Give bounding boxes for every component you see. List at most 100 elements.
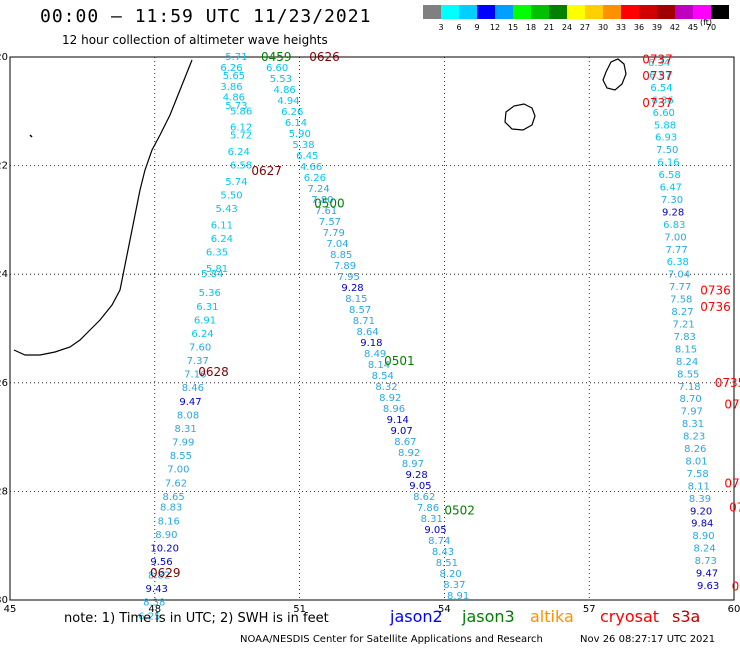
chart-subtitle: 12 hour collection of altimeter wave hei… bbox=[62, 33, 328, 47]
swh-value: 8.92 bbox=[379, 393, 401, 404]
swh-value: 8.55 bbox=[170, 451, 192, 462]
swh-value: 8.71 bbox=[353, 316, 375, 327]
map-frame bbox=[9, 56, 735, 601]
island-path-mauritius bbox=[602, 58, 627, 91]
swh-value: 7.21 bbox=[673, 320, 695, 331]
color-scale-label: 9 bbox=[474, 23, 480, 32]
swh-value: 8.20 bbox=[439, 569, 461, 580]
swh-value: 6.60 bbox=[266, 63, 288, 74]
swh-value: 7.16 bbox=[184, 370, 206, 381]
swh-value: 8.92 bbox=[398, 448, 420, 459]
pass-time-label: 0501 bbox=[384, 354, 415, 368]
color-swatch bbox=[675, 5, 693, 19]
legend-s3a: s3a bbox=[672, 607, 701, 626]
swh-value: 5.88 bbox=[654, 120, 676, 131]
swh-value: 9.47 bbox=[696, 569, 718, 580]
swh-value: 7.79 bbox=[323, 228, 345, 239]
color-swatch bbox=[531, 5, 549, 19]
swh-value: 8.49 bbox=[364, 349, 386, 360]
swh-value: 6.45 bbox=[296, 151, 318, 162]
color-scale-label: 6 bbox=[456, 23, 462, 32]
swh-value: 9.14 bbox=[387, 415, 409, 426]
swh-value: 6.11 bbox=[211, 220, 233, 231]
swh-value: 6.12 bbox=[230, 123, 252, 134]
credit-line: NOAA/NESDIS Center for Satellite Applica… bbox=[240, 634, 543, 645]
swh-value: 7.57 bbox=[319, 217, 341, 228]
swh-value: 9.05 bbox=[424, 525, 446, 536]
swh-value: 6.38 bbox=[667, 257, 689, 268]
swh-value: 8.31 bbox=[682, 419, 704, 430]
color-swatch bbox=[621, 5, 639, 19]
swh-value: 6.16 bbox=[657, 158, 679, 169]
mauritius-island bbox=[602, 58, 627, 91]
swh-value: 8.70 bbox=[680, 394, 702, 405]
pass-time-label: 0459 bbox=[261, 50, 292, 64]
swh-value: 8.15 bbox=[345, 294, 367, 305]
generation-timestamp: Nov 26 08:27:17 UTC 2021 bbox=[580, 634, 716, 645]
swh-value: 9.28 bbox=[662, 207, 684, 218]
swh-value: 7.99 bbox=[172, 438, 194, 449]
swh-value: 6.60 bbox=[653, 108, 675, 119]
swh-value: 8.37 bbox=[443, 580, 465, 591]
color-scale-label: 39 bbox=[651, 23, 663, 32]
swh-value: 6.26 bbox=[281, 107, 303, 118]
swh-value: 7.58 bbox=[670, 295, 692, 306]
pass-time-label: 0736 bbox=[700, 300, 731, 314]
swh-value: 8.27 bbox=[671, 307, 693, 318]
legend-cryosat: cryosat bbox=[600, 607, 660, 626]
color-scale-label: 30 bbox=[597, 23, 609, 32]
swh-value: 8.26 bbox=[684, 444, 706, 455]
color-swatch bbox=[639, 5, 657, 19]
color-swatch bbox=[441, 5, 459, 19]
swh-value: 8.57 bbox=[349, 305, 371, 316]
color-scale-label: 12 bbox=[489, 23, 501, 32]
swh-value: 6.26 bbox=[220, 63, 242, 74]
pass-time-label: 07 bbox=[724, 476, 739, 490]
swh-value: 6.57 bbox=[649, 70, 671, 81]
color-scale-label: 33 bbox=[615, 23, 627, 32]
swh-value: 7.00 bbox=[167, 465, 189, 476]
pass-time-label: 0737 bbox=[642, 53, 673, 67]
swh-value: 7.00 bbox=[664, 232, 686, 243]
swh-value: 8.43 bbox=[432, 547, 454, 558]
swh-value: 8.38 bbox=[143, 598, 165, 609]
swh-value: 8.24 bbox=[676, 357, 698, 368]
swh-value: 8.91 bbox=[447, 591, 469, 602]
legend-altika: altika bbox=[530, 607, 574, 626]
swh-value: 6.58 bbox=[230, 161, 252, 172]
swh-value: 8.67 bbox=[394, 437, 416, 448]
color-scale-label: 70 bbox=[705, 23, 717, 32]
lat-tick-label: -24 bbox=[0, 269, 8, 280]
swh-value: 5.86 bbox=[230, 106, 252, 117]
swh-value: 6.35 bbox=[206, 247, 228, 258]
swh-value: 8.31 bbox=[175, 424, 197, 435]
lon-tick-label: 57 bbox=[583, 604, 596, 615]
swh-value: 8.54 bbox=[372, 371, 394, 382]
pass-time-label: 0 bbox=[732, 579, 740, 593]
swh-value: 9.05 bbox=[409, 481, 431, 492]
swh-value: 8.24 bbox=[694, 544, 716, 555]
map-grid bbox=[9, 56, 735, 601]
color-swatch bbox=[423, 5, 441, 19]
altimeter-track-points: 5.716.265.653.864.865.735.866.125.726.24… bbox=[138, 52, 719, 622]
footer-note: note: 1) Time is in UTC; 2) SWH is in fe… bbox=[64, 611, 329, 626]
swh-value: 7.61 bbox=[315, 206, 337, 217]
swh-value: 5.74 bbox=[225, 177, 247, 188]
swh-value: 6.58 bbox=[659, 170, 681, 181]
swh-value: 6.36 bbox=[652, 95, 674, 106]
lon-tick-label: 60 bbox=[728, 604, 740, 615]
swh-value: 8.85 bbox=[330, 250, 352, 261]
swh-value: 7.04 bbox=[668, 270, 690, 281]
swh-value: 5.90 bbox=[289, 129, 311, 140]
pass-time-label: 0737 bbox=[642, 69, 673, 83]
swh-value: 5.65 bbox=[223, 71, 245, 82]
pass-time-label: 0627 bbox=[251, 164, 282, 178]
swh-value: 6.91 bbox=[194, 315, 216, 326]
swh-value: 7.04 bbox=[326, 239, 348, 250]
swh-value: 8.55 bbox=[677, 369, 699, 380]
color-scale-label: 21 bbox=[543, 23, 555, 32]
swh-value: 8.23 bbox=[683, 432, 705, 443]
swh-value: 6.24 bbox=[211, 234, 233, 245]
swh-value: 7.80 bbox=[311, 195, 333, 206]
